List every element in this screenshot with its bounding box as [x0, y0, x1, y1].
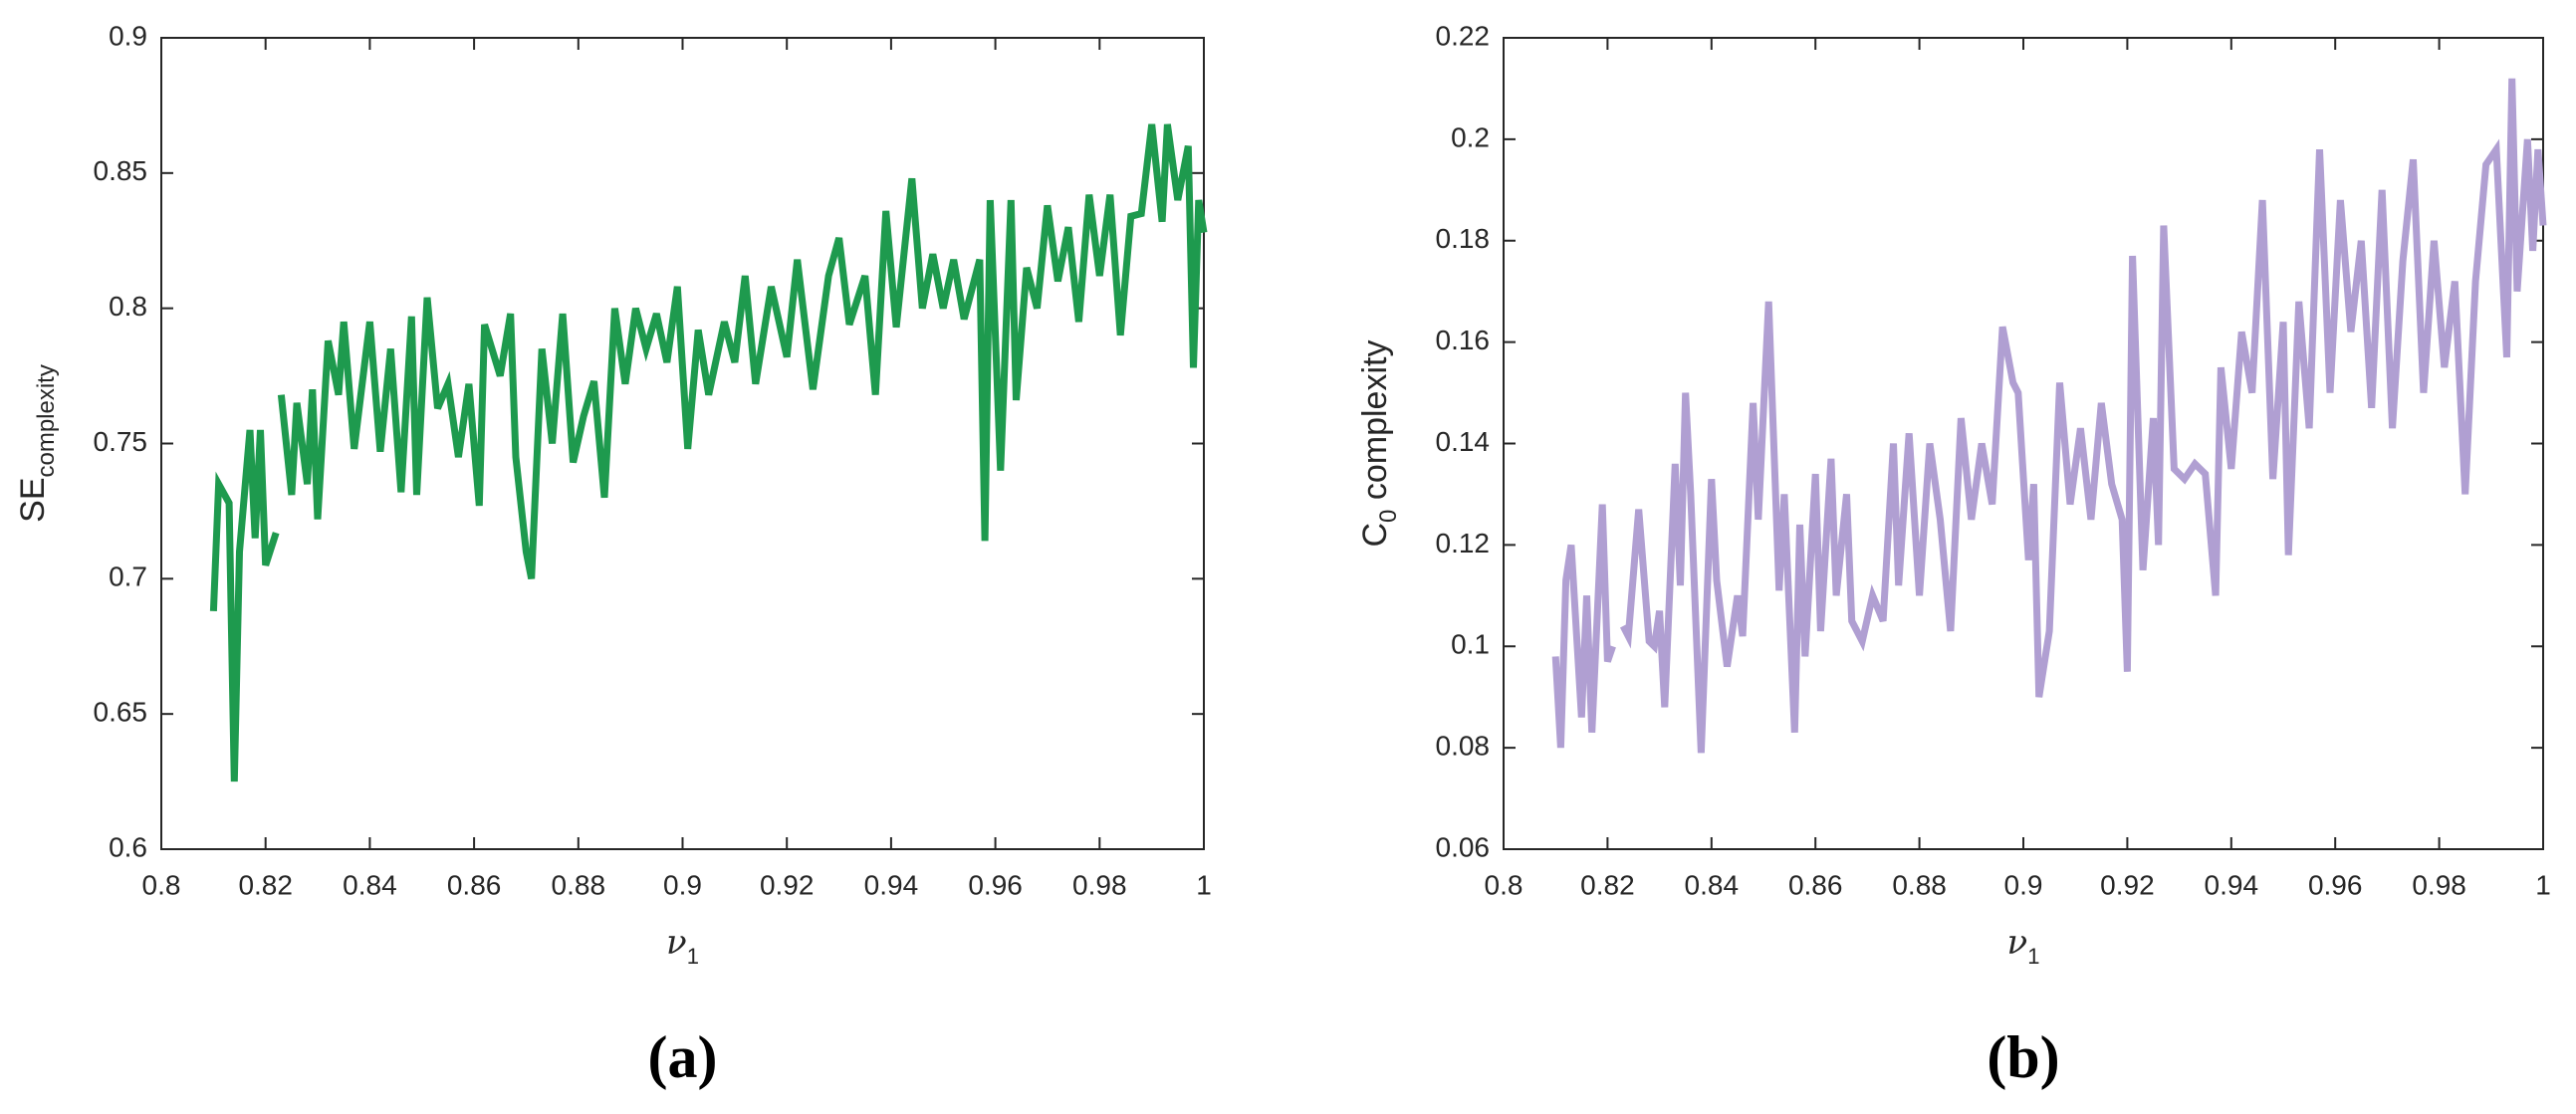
x-tick-label: 0.84 [343, 869, 397, 900]
x-tick-label: 0.94 [864, 869, 919, 900]
y-tick-label: 0.18 [1436, 223, 1491, 254]
y-label-text: C [1356, 523, 1394, 548]
chart-panel: 0.8 0.82 0.84 0.86 0.88 0.9 0.92 0.94 0.96 0.98 1 0… [1356, 20, 2551, 1090]
data-line [1551, 504, 1616, 749]
x-tick-label: 0.8 [1485, 869, 1523, 900]
y-axis-label: SEcomplexity [14, 364, 60, 523]
x-tick-label: 0.92 [760, 869, 815, 900]
y-tick-label: 0.6 [109, 831, 147, 862]
x-tick-label: 0.86 [1788, 869, 1843, 900]
x-tick-label: 0.98 [1072, 869, 1127, 900]
y-tick-label: 0.22 [1436, 20, 1491, 51]
x-tick-label: 0.96 [968, 869, 1023, 900]
x-axis-label: ν1 [666, 923, 699, 969]
x-tick-label: 0.96 [2308, 869, 2363, 900]
x-tick-label: 0.82 [238, 869, 293, 900]
y-tick-label: 0.06 [1436, 831, 1491, 862]
y-tick-label: 0.65 [94, 697, 148, 728]
x-tick-label: 0.84 [1685, 869, 1740, 900]
x-tick-label: 0.9 [2004, 869, 2043, 900]
panel-label: (a) [648, 1024, 718, 1090]
x-label-symbol: ν [2007, 923, 2028, 963]
x-tick-label: 0.9 [663, 869, 702, 900]
y-label-subscript: complexity [33, 364, 60, 477]
y-axis-label: C0 complexity [1356, 340, 1402, 548]
chart-panel: 0.8 0.82 0.84 0.86 0.88 0.9 0.92 0.94 0.96 0.98 1 0… [14, 20, 1212, 1090]
y-tick-label: 0.9 [109, 20, 147, 51]
x-tick-label: 0.94 [2205, 869, 2259, 900]
data-line [1619, 78, 2547, 754]
y-tick-label: 0.14 [1436, 426, 1491, 457]
y-tick-label: 0.7 [109, 561, 147, 592]
y-tick-label: 0.08 [1436, 731, 1491, 762]
x-label-subscript: 1 [687, 944, 699, 969]
y-tick-label: 0.8 [109, 291, 147, 322]
x-tick-label: 1 [1196, 869, 1212, 900]
data-line [209, 429, 280, 782]
x-tick-label: 0.8 [142, 869, 181, 900]
x-tick-label: 1 [2535, 869, 2551, 900]
panel-label: (b) [1987, 1024, 2059, 1090]
data-line [277, 123, 1208, 579]
x-label-symbol: ν [666, 923, 687, 963]
y-tick-label: 0.1 [1451, 629, 1490, 660]
y-label-subscript: 0 [1375, 510, 1402, 523]
y-label-text: SE [14, 478, 52, 523]
x-tick-label: 0.86 [447, 869, 502, 900]
x-tick-label: 0.98 [2412, 869, 2466, 900]
y-tick-label: 0.2 [1451, 121, 1490, 152]
y-tick-label: 0.85 [94, 155, 148, 186]
x-tick-label: 0.88 [1892, 869, 1947, 900]
x-tick-label: 0.92 [2100, 869, 2155, 900]
plot-area [160, 37, 1205, 850]
x-label-subscript: 1 [2027, 944, 2039, 969]
x-tick-label: 0.88 [552, 869, 606, 900]
y-label-suffix: complexity [1356, 340, 1394, 510]
y-tick-label: 0.16 [1436, 325, 1491, 355]
y-tick-label: 0.75 [94, 426, 148, 457]
x-axis-label: ν1 [2007, 923, 2040, 969]
y-tick-label: 0.12 [1436, 528, 1491, 558]
x-tick-label: 0.82 [1580, 869, 1635, 900]
